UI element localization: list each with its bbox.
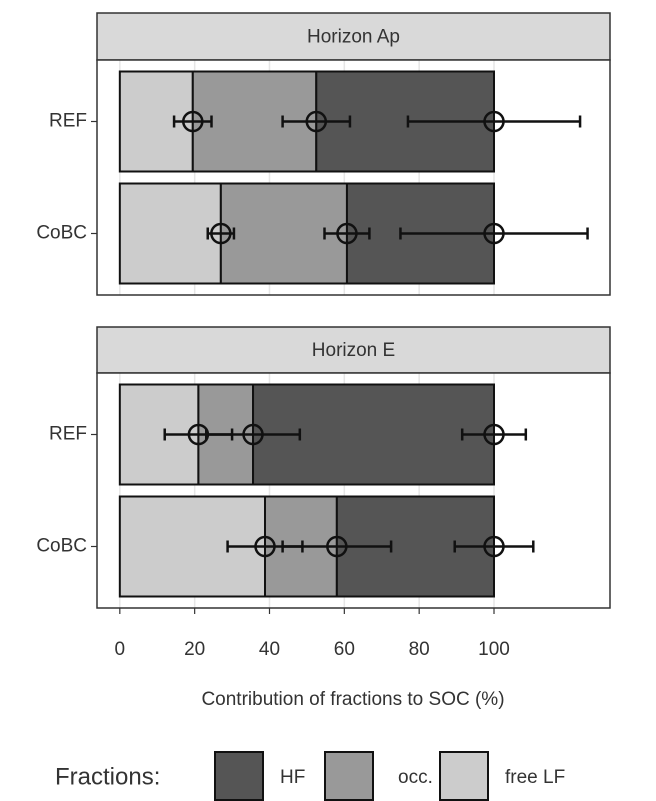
x-tick-label: 80	[409, 639, 430, 660]
panel-title: Horizon E	[312, 340, 395, 361]
y-tick-label: CoBC	[36, 223, 87, 244]
x-tick-label: 60	[334, 639, 355, 660]
legend-swatch	[324, 751, 374, 801]
legend-swatch	[439, 751, 489, 801]
y-tick-label: CoBC	[36, 536, 87, 557]
legend-title: Fractions:	[55, 763, 160, 790]
y-tick-label: REF	[49, 111, 87, 132]
strip	[96, 12, 611, 61]
legend-swatch	[214, 751, 264, 801]
point	[483, 110, 505, 133]
point	[182, 110, 204, 133]
legend-label: free LF	[505, 767, 565, 788]
point	[305, 110, 328, 133]
panel-border	[96, 59, 611, 296]
x-tick-label: 20	[184, 639, 205, 660]
bar-segment	[118, 182, 222, 285]
x-tick-label: 40	[259, 639, 280, 660]
x-axis-label: Contribution of fractions to SOC (%)	[201, 689, 504, 710]
point	[326, 535, 348, 558]
y-tick-label: REF	[49, 424, 87, 445]
x-tick-label: 100	[478, 639, 510, 660]
point	[483, 423, 505, 446]
panel-title: Horizon Ap	[307, 27, 400, 48]
point	[483, 535, 505, 558]
x-tick-label: 0	[115, 639, 126, 660]
point	[483, 222, 505, 245]
point	[210, 222, 232, 245]
legend-label: HF	[280, 767, 305, 788]
panel-border	[96, 372, 611, 609]
point	[254, 535, 276, 558]
point	[242, 423, 264, 446]
strip	[96, 326, 611, 374]
point	[336, 222, 358, 245]
